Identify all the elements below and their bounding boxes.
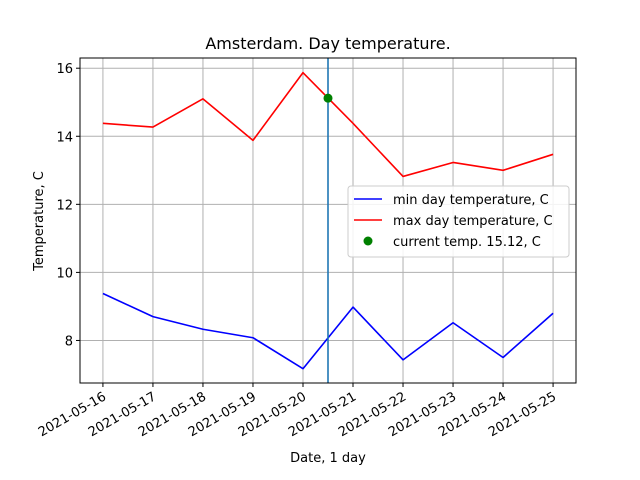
x-axis-title: Date, 1 day: [290, 451, 366, 466]
y-tick-label: 10: [56, 266, 73, 281]
legend-label: min day temperature, C: [393, 193, 549, 208]
legend-swatch-point: [363, 236, 373, 246]
legend: min day temperature, C max day temperatur…: [347, 185, 570, 258]
y-tick-label: 12: [56, 198, 73, 213]
current-temp-point: [323, 93, 333, 103]
y-tick-label: 14: [56, 130, 73, 145]
y-tick-label: 16: [56, 62, 73, 77]
legend-label: max day temperature, C: [393, 214, 553, 229]
legend-label: current temp. 15.12, C: [393, 235, 541, 250]
chart-title: Amsterdam. Day temperature.: [205, 34, 450, 53]
y-axis-title: Temperature, C: [32, 171, 47, 272]
plot-frame: [79, 57, 577, 384]
y-tick-label: 8: [65, 334, 73, 349]
legend-box: [347, 185, 570, 258]
markers: [323, 58, 333, 383]
